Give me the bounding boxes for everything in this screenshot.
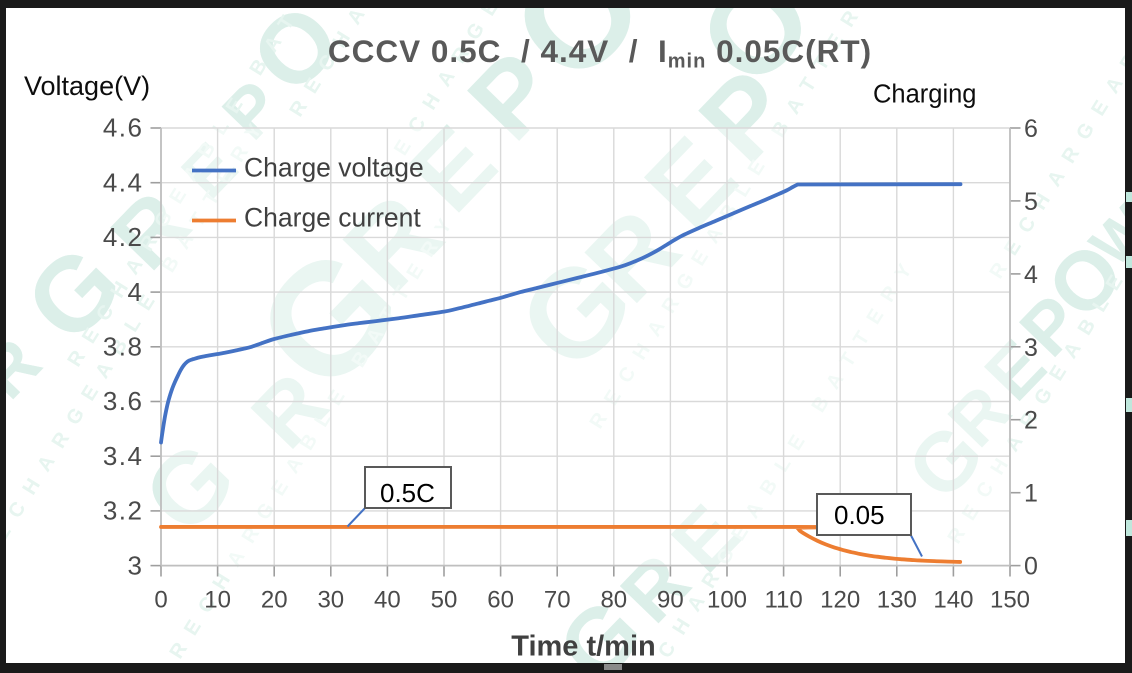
svg-text:2: 2 xyxy=(1024,407,1038,435)
svg-text:4.4: 4.4 xyxy=(103,167,144,197)
svg-text:4: 4 xyxy=(1024,261,1038,289)
svg-text:20: 20 xyxy=(261,587,288,614)
svg-text:140: 140 xyxy=(933,587,973,614)
svg-text:Voltage(V): Voltage(V) xyxy=(24,71,150,101)
svg-text:Charging: Charging xyxy=(873,81,976,109)
svg-text:3.2: 3.2 xyxy=(103,496,144,526)
svg-text:3.4: 3.4 xyxy=(103,441,144,471)
svg-text:0.05: 0.05 xyxy=(834,500,885,530)
svg-text:4.6: 4.6 xyxy=(103,113,144,143)
svg-text:10: 10 xyxy=(204,587,231,614)
svg-text:40: 40 xyxy=(374,587,401,614)
svg-text:3.6: 3.6 xyxy=(103,386,144,416)
svg-text:3: 3 xyxy=(1024,334,1038,362)
svg-text:80: 80 xyxy=(600,587,627,614)
svg-text:100: 100 xyxy=(707,587,747,614)
svg-text:90: 90 xyxy=(657,587,684,614)
svg-text:130: 130 xyxy=(877,587,917,614)
svg-text:0: 0 xyxy=(1024,553,1038,581)
svg-text:70: 70 xyxy=(544,587,571,614)
svg-text:110: 110 xyxy=(764,587,802,614)
svg-text:0.5C: 0.5C xyxy=(380,478,435,508)
svg-text:Time t/min: Time t/min xyxy=(511,631,656,663)
svg-text:30: 30 xyxy=(317,587,344,614)
svg-text:3.8: 3.8 xyxy=(103,332,144,362)
svg-text:Charge current: Charge current xyxy=(244,203,421,233)
svg-text:1: 1 xyxy=(1024,480,1038,508)
svg-text:5: 5 xyxy=(1024,188,1038,216)
svg-text:50: 50 xyxy=(431,587,458,614)
svg-text:CCCV 0.5C / 4.4V / Imin 0.0: CCCV 0.5C / 4.4V / Imin 0.05C(RT) xyxy=(328,33,872,73)
svg-text:150: 150 xyxy=(990,587,1030,614)
svg-text:120: 120 xyxy=(820,587,860,614)
svg-text:3: 3 xyxy=(128,550,144,580)
svg-text:Charge voltage: Charge voltage xyxy=(244,153,424,183)
svg-text:0: 0 xyxy=(154,587,167,614)
svg-text:4.2: 4.2 xyxy=(103,222,144,252)
svg-text:60: 60 xyxy=(487,587,514,614)
svg-text:4: 4 xyxy=(128,277,144,307)
svg-text:6: 6 xyxy=(1024,115,1038,143)
